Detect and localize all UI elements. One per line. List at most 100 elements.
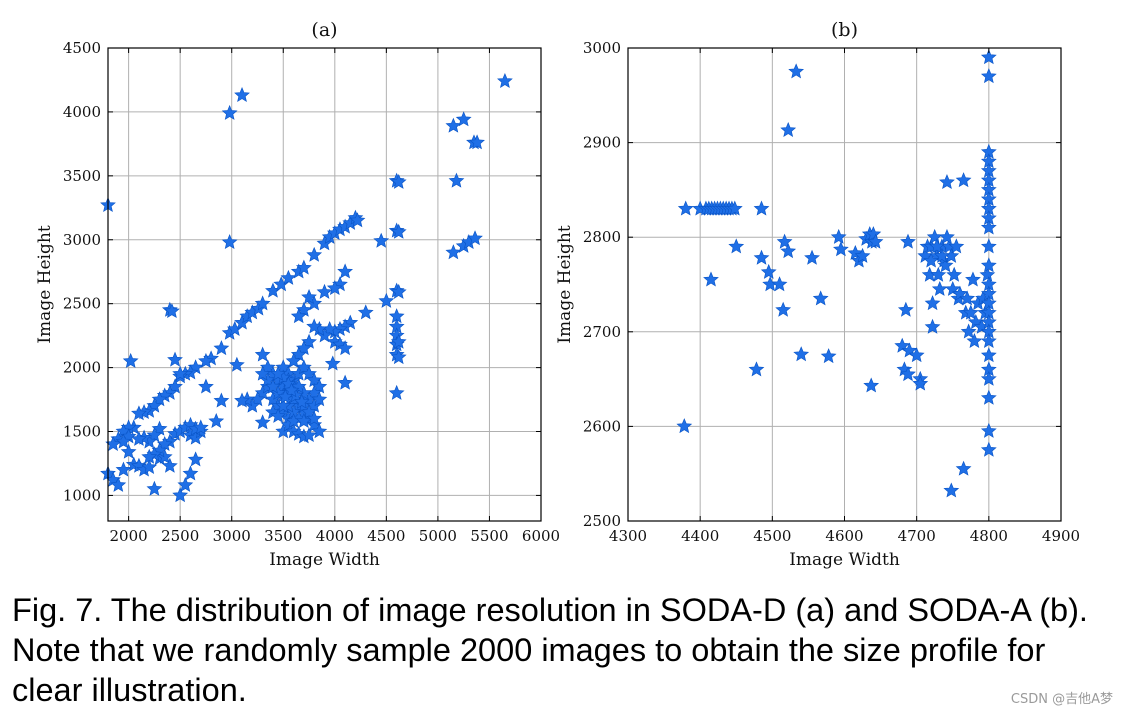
data-point-a-45 xyxy=(296,259,312,275)
data-point-a-79 xyxy=(324,355,341,371)
data-point-b-19 xyxy=(760,263,777,279)
data-point-b-112 xyxy=(943,482,960,498)
data-point-a-27 xyxy=(390,349,407,365)
data-point-a-212 xyxy=(277,388,294,404)
y-tick-label-b-2: 2700 xyxy=(583,323,621,341)
x-tick-label-a-2: 3000 xyxy=(213,527,251,545)
data-point-b-0 xyxy=(676,418,693,434)
data-point-a-208 xyxy=(270,365,286,381)
data-point-b-75 xyxy=(960,323,977,339)
x-tick-label-b-4: 4700 xyxy=(898,527,936,545)
y-tick-label-a-5: 3500 xyxy=(63,167,101,185)
data-point-b-78 xyxy=(966,332,983,348)
data-point-b-108 xyxy=(980,389,997,405)
chart-title-b: (b) xyxy=(831,19,858,41)
data-point-a-31 xyxy=(164,303,180,319)
data-point-a-55 xyxy=(337,263,353,279)
x-tick-label-b-0: 4300 xyxy=(609,527,647,545)
data-point-b-86 xyxy=(980,68,997,84)
data-point-a-75 xyxy=(285,352,302,368)
data-point-a-18 xyxy=(390,223,407,239)
y-tick-label-b-3: 2800 xyxy=(583,228,621,246)
data-point-a-80 xyxy=(337,374,353,390)
y-tick-label-b-1: 2600 xyxy=(583,417,621,435)
data-point-a-167 xyxy=(120,443,137,459)
y-tick-label-a-0: 1000 xyxy=(63,486,101,504)
x-axis-label-b: Image Width xyxy=(789,550,900,570)
data-point-a-189 xyxy=(172,487,189,503)
data-point-b-13 xyxy=(726,200,743,216)
data-point-a-174 xyxy=(156,448,173,464)
plot-frame-a xyxy=(107,47,542,522)
data-point-b-23 xyxy=(776,233,793,249)
data-point-a-200 xyxy=(198,378,214,394)
data-point-b-16 xyxy=(728,238,745,254)
data-point-b-63 xyxy=(937,257,954,273)
data-point-b-95 xyxy=(980,219,997,235)
data-point-b-85 xyxy=(980,49,997,65)
x-tick-label-b-1: 4400 xyxy=(681,527,719,545)
x-tick-label-b-3: 4600 xyxy=(825,527,863,545)
data-point-a-54 xyxy=(349,212,366,228)
data-point-a-4 xyxy=(445,117,462,133)
data-point-b-22 xyxy=(775,301,792,317)
data-point-a-78 xyxy=(337,340,353,356)
data-point-a-172 xyxy=(146,480,163,496)
figure-caption: Fig. 7. The distribution of image resolu… xyxy=(12,592,1088,708)
y-tick-label-a-4: 3000 xyxy=(63,231,101,249)
data-point-a-28 xyxy=(390,333,407,349)
data-point-b-64 xyxy=(939,174,955,190)
data-point-b-60 xyxy=(931,280,948,296)
data-point-a-205 xyxy=(265,378,281,394)
data-point-b-14 xyxy=(753,200,770,216)
scatter-panel-b: 4300 4400 4500 4600 4700 4800 4900 2500 2600 2700… xyxy=(555,19,1080,570)
data-point-b-97 xyxy=(980,257,997,273)
data-point-a-33 xyxy=(167,351,183,367)
data-point-a-204 xyxy=(192,419,209,435)
data-point-a-136 xyxy=(296,413,312,428)
data-point-b-105 xyxy=(980,347,997,363)
data-point-a-1 xyxy=(221,104,238,120)
data-point-b-29 xyxy=(812,290,829,306)
data-point-a-92 xyxy=(311,423,328,439)
data-point-b-69 xyxy=(948,238,965,254)
data-point-b-47 xyxy=(900,233,916,249)
data-point-a-59 xyxy=(306,295,323,311)
data-point-a-29 xyxy=(388,384,405,400)
y-tick-label-b-0: 2500 xyxy=(583,512,621,530)
data-point-b-48 xyxy=(908,347,925,363)
data-point-b-31 xyxy=(830,228,847,244)
data-point-b-116 xyxy=(939,228,955,244)
data-point-a-190 xyxy=(177,476,194,492)
data-point-a-7 xyxy=(469,134,485,150)
x-tick-label-a-4: 4000 xyxy=(316,527,354,545)
x-tick-label-a-8: 6000 xyxy=(522,527,560,545)
data-point-b-1 xyxy=(677,200,694,216)
data-point-b-56 xyxy=(924,318,941,334)
x-tick-label-b-6: 4900 xyxy=(1042,527,1080,545)
data-point-b-28 xyxy=(804,249,820,265)
data-point-b-107 xyxy=(980,370,997,386)
x-tick-label-b-5: 4800 xyxy=(970,527,1008,545)
data-point-a-145 xyxy=(198,352,214,368)
data-point-b-35 xyxy=(854,247,871,263)
data-point-a-100 xyxy=(244,397,261,413)
data-point-a-197 xyxy=(141,448,158,464)
data-point-b-26 xyxy=(788,63,805,79)
data-point-a-8 xyxy=(448,172,465,188)
data-point-a-46 xyxy=(306,246,323,262)
data-point-a-32 xyxy=(122,352,139,368)
data-point-b-109 xyxy=(980,422,997,438)
data-point-a-171 xyxy=(141,459,158,475)
data-point-b-25 xyxy=(780,243,797,259)
data-point-b-46 xyxy=(897,301,914,317)
data-point-a-2 xyxy=(234,87,250,103)
y-axis-label-b: Image Height xyxy=(555,225,575,343)
data-point-b-15 xyxy=(703,271,719,287)
data-point-a-63 xyxy=(357,304,374,320)
data-point-a-14 xyxy=(467,230,483,246)
data-point-a-16 xyxy=(373,232,390,248)
data-point-b-115 xyxy=(923,252,939,268)
data-point-b-72 xyxy=(955,172,972,188)
data-point-a-71 xyxy=(306,318,323,334)
